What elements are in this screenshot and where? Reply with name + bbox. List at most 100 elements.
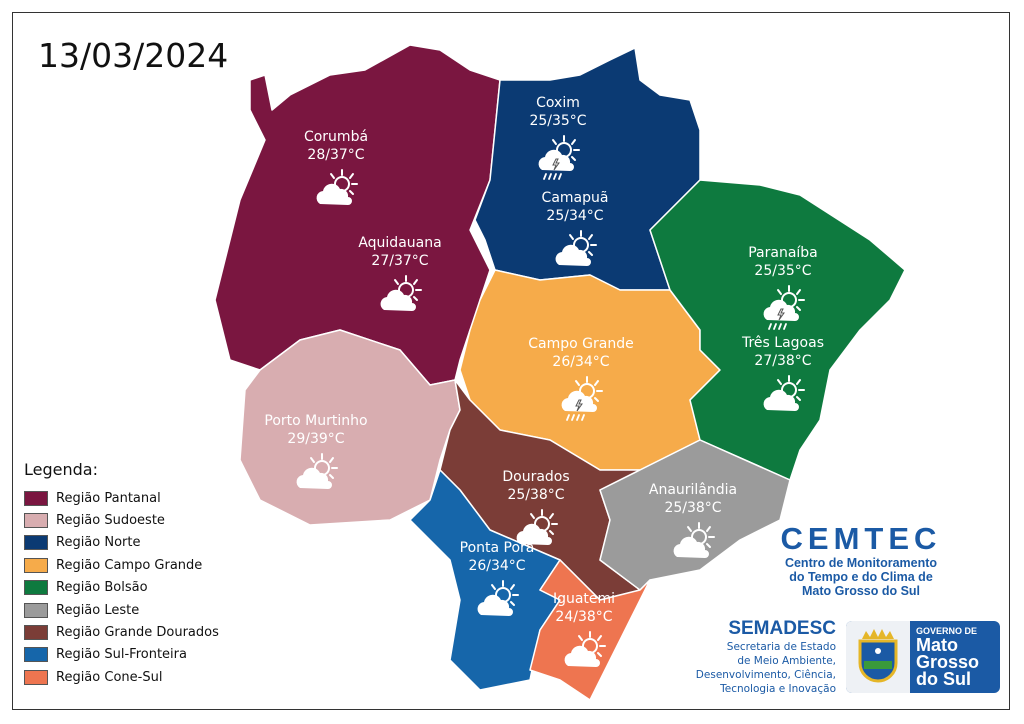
city-temperature: 25/35°C	[754, 263, 812, 279]
semadesc-line: de Meio Ambiente,	[737, 655, 836, 667]
legend-label: Região Sudoeste	[56, 513, 165, 529]
city-name: Coxim	[536, 95, 580, 111]
legend-item: Região Leste	[24, 599, 219, 621]
partly-cloudy-icon	[551, 229, 599, 281]
semadesc-line: Secretaria de Estado	[726, 641, 836, 653]
legend-swatch	[24, 490, 48, 506]
gov-line: do Sul	[916, 669, 971, 689]
gov-line: Grosso	[916, 652, 980, 672]
gov-line: Mato	[916, 635, 958, 655]
cemtec-line: Mato Grosso do Sul	[801, 584, 921, 598]
legend-label: Região Sul-Fronteira	[56, 647, 187, 663]
thunderstorm-rain-icon	[534, 134, 582, 186]
legend-label: Região Cone-Sul	[56, 669, 163, 685]
semadesc-line: Desenvolvimento, Ciência,	[695, 669, 836, 681]
city-label: Anaurilândia 25/38°C	[649, 481, 737, 517]
city-name: Ponta Porã	[459, 540, 535, 556]
city-temperature: 25/34°C	[546, 208, 604, 224]
legend-swatch	[24, 625, 48, 641]
city-temperature: 28/37°C	[307, 147, 365, 163]
city-label: Coxim 25/35°C	[529, 94, 586, 130]
legend-item: Região Cone-Sul	[24, 666, 219, 688]
semadesc-line: Tecnologia e Inovação	[720, 683, 836, 695]
city-temperature: 25/38°C	[507, 487, 565, 503]
region-cone-sul[interactable]	[529, 559, 651, 701]
city-name: Anaurilândia	[648, 482, 738, 498]
partly-cloudy-icon	[473, 579, 521, 631]
region-sul-fronteira[interactable]	[409, 469, 561, 691]
city-label: Campo Grande 26/34°C	[528, 335, 633, 371]
city-name: Três Lagoas	[741, 335, 825, 351]
city-name: Campo Grande	[528, 336, 634, 352]
legend-label: Região Bolsão	[56, 580, 148, 596]
city-name: Dourados	[502, 469, 570, 485]
city-name: Camapuã	[541, 190, 609, 206]
partly-cloudy-icon	[292, 452, 340, 504]
legend-label: Região Norte	[56, 535, 141, 551]
city-name: Porto Murtinho	[264, 413, 368, 429]
city-name: Iguatemi	[552, 591, 616, 607]
legend-swatch	[24, 535, 48, 551]
city-temperature: 25/38°C	[664, 500, 722, 516]
government-logo: GOVERNO DE Mato Grosso do Sul	[846, 621, 1000, 693]
legend-label: Região Leste	[56, 602, 140, 618]
city-name: Aquidauana	[358, 235, 442, 251]
legend-title: Legenda:	[24, 460, 98, 479]
city-temperature: 27/38°C	[754, 353, 812, 369]
legend-label: Região Grande Dourados	[56, 625, 219, 641]
legend: Legenda: Região Pantanal Região Sudoeste R…	[24, 460, 219, 689]
thunderstorm-rain-icon	[759, 284, 807, 336]
cemtec-line: do Tempo e do Clima de	[789, 570, 933, 584]
city-label: Iguatemi 24/38°C	[553, 590, 615, 626]
city-name: Paranaíba	[748, 245, 818, 261]
legend-swatch	[24, 580, 48, 596]
city-temperature: 24/38°C	[555, 609, 613, 625]
partly-cloudy-icon	[560, 630, 608, 682]
region-sudoeste[interactable]	[239, 329, 461, 526]
partly-cloudy-icon	[312, 168, 360, 220]
city-temperature: 29/39°C	[287, 431, 345, 447]
city-label: Dourados 25/38°C	[502, 468, 569, 504]
cemtec-name: CEMTEC	[780, 521, 942, 556]
city-temperature: 26/34°C	[468, 558, 526, 574]
partly-cloudy-icon	[759, 374, 807, 426]
city-label: Aquidauana 27/37°C	[358, 234, 441, 270]
coat-of-arms-icon	[846, 621, 910, 693]
city-label: Porto Murtinho 29/39°C	[264, 412, 367, 448]
thunderstorm-rain-icon	[557, 375, 605, 427]
map-frame	[12, 12, 1010, 710]
city-temperature: 27/37°C	[371, 253, 429, 269]
legend-item: Região Sudoeste	[24, 509, 219, 531]
legend-item: Região Sul-Fronteira	[24, 644, 219, 666]
region-bolsao[interactable]	[649, 179, 906, 481]
legend-swatch	[24, 557, 48, 573]
semadesc-logo: SEMADESC Secretaria de Estado de Meio Am…	[690, 618, 836, 696]
city-name: Corumbá	[303, 129, 369, 145]
legend-item: Região Campo Grande	[24, 554, 219, 576]
map-date: 13/03/2024	[38, 36, 229, 75]
city-label: Corumbá 28/37°C	[304, 128, 368, 164]
legend-item: Região Bolsão	[24, 577, 219, 599]
region-leste[interactable]	[599, 439, 791, 591]
city-label: Paranaíba 25/35°C	[748, 244, 818, 280]
cemtec-line: Centro de Monitoramento	[784, 556, 938, 570]
legend-swatch	[24, 602, 48, 618]
partly-cloudy-icon	[669, 521, 717, 573]
legend-swatch	[24, 647, 48, 663]
city-label: Ponta Porã 26/34°C	[460, 539, 535, 575]
legend-swatch	[24, 513, 48, 529]
legend-item: Região Pantanal	[24, 487, 219, 509]
legend-label: Região Pantanal	[56, 490, 161, 506]
semadesc-name: SEMADESC	[728, 618, 836, 639]
gov-top: GOVERNO DE	[916, 626, 978, 636]
legend-label: Região Campo Grande	[56, 557, 203, 573]
city-temperature: 25/35°C	[529, 113, 587, 129]
city-label: Três Lagoas 27/38°C	[742, 334, 824, 370]
partly-cloudy-icon	[376, 274, 424, 326]
city-label: Camapuã 25/34°C	[542, 189, 609, 225]
cemtec-logo: CEMTEC Centro de Monitoramento do Tempo …	[770, 521, 952, 599]
legend-item: Região Grande Dourados	[24, 621, 219, 643]
legend-swatch	[24, 669, 48, 685]
city-temperature: 26/34°C	[552, 354, 610, 370]
